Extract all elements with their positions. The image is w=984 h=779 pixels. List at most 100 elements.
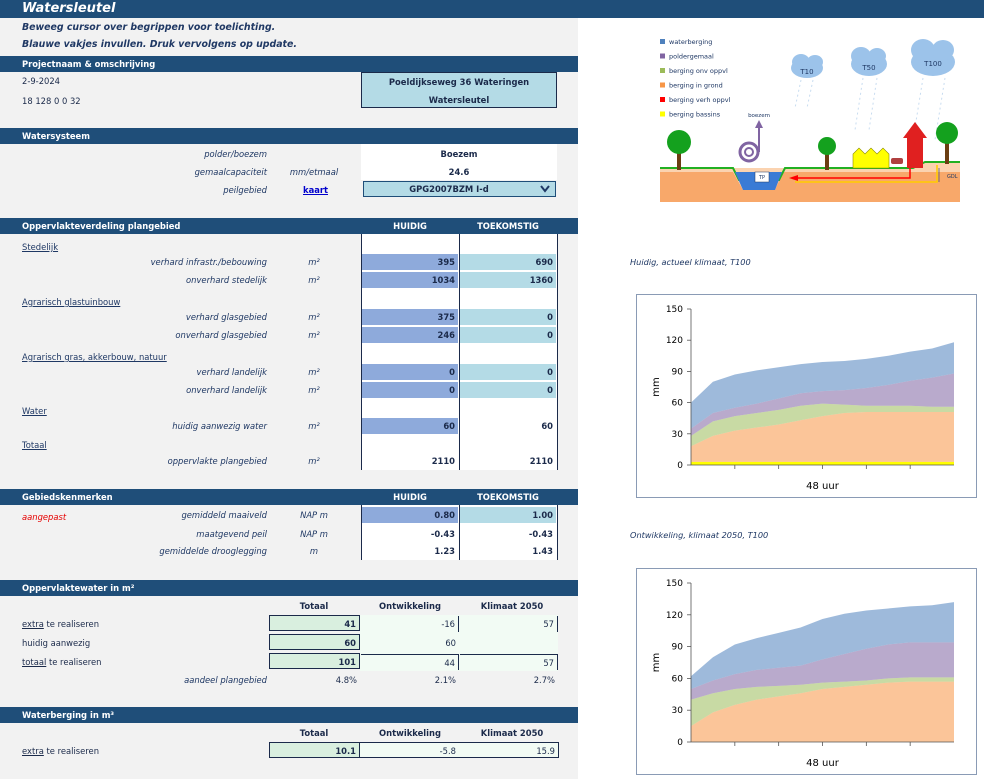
x-axis-label: 48 uur bbox=[806, 758, 840, 769]
gebied-row-unit: NAP m bbox=[300, 529, 328, 539]
legend-swatch bbox=[660, 82, 665, 88]
wb-col-ontw: Ontwikkeling bbox=[379, 728, 441, 738]
peilgebied-value: GPG2007BZM I-d bbox=[409, 184, 489, 194]
legend-label: berging in grond bbox=[669, 82, 723, 90]
legend-swatch bbox=[660, 111, 665, 117]
chart1-area-chart: 0 30 60 90 120 150 48 uur mm bbox=[651, 305, 954, 492]
y-tick-label: 120 bbox=[666, 336, 683, 346]
boezem-label: boezem bbox=[748, 113, 770, 119]
ow-aandeel-label: aandeel plangebied bbox=[184, 675, 267, 685]
opp-col-huidig: HUIDIG bbox=[393, 221, 427, 231]
peilgebied-select[interactable]: GPG2007BZM I-d bbox=[363, 181, 556, 197]
wb-col-totaal: Totaal bbox=[299, 728, 329, 738]
project-date: 2-9-2024 bbox=[22, 76, 61, 86]
project-name-box[interactable]: Poeldijkseweg 36 Wateringen Watersleutel bbox=[361, 72, 557, 108]
gebied-row-toekomstig[interactable]: 1.00 bbox=[460, 507, 556, 523]
y-axis-label: mm bbox=[651, 377, 662, 396]
legend-label: berging bassins bbox=[669, 111, 721, 119]
y-tick-label: 90 bbox=[672, 643, 684, 653]
gebied-row-huidig[interactable]: 0.80 bbox=[362, 507, 458, 523]
opp-row-huidig[interactable]: 0 bbox=[362, 382, 458, 398]
cat-glastuinbouw[interactable]: Agrarisch glastuinbouw bbox=[22, 297, 121, 307]
opp-row-huidig[interactable]: 1034 bbox=[362, 272, 458, 288]
area-series bbox=[691, 677, 954, 727]
opp-row-huidig[interactable]: 60 bbox=[362, 418, 458, 434]
diagram-legend: waterberging poldergemaal berging onv oppv… bbox=[660, 38, 731, 119]
opp-row-huidig[interactable]: 375 bbox=[362, 309, 458, 325]
ow-col-ontw: Ontwikkeling bbox=[379, 601, 441, 611]
ow-extra-klim: 57 bbox=[460, 616, 558, 632]
ow-totaal-ontw: 44 bbox=[361, 654, 459, 670]
cat-stedelijk[interactable]: Stedelijk bbox=[22, 242, 59, 252]
area-series bbox=[691, 461, 954, 465]
opp-row-toekomstig[interactable]: 0 bbox=[460, 309, 556, 325]
opp-row-unit: m² bbox=[308, 456, 320, 466]
opp-row-unit: m² bbox=[308, 330, 320, 340]
opp-row-unit: m² bbox=[308, 421, 320, 431]
wb-col-klim: Klimaat 2050 bbox=[480, 728, 544, 738]
cat-agrarisch[interactable]: Agrarisch gras, akkerbouw, natuur bbox=[22, 352, 167, 362]
gebied-row-label: gemiddeld maaiveld bbox=[181, 510, 267, 520]
cat-totaal[interactable]: Totaal bbox=[22, 440, 47, 450]
project-header: Projectnaam & omschrijving bbox=[0, 56, 578, 72]
ow-col-totaal: Totaal bbox=[299, 601, 329, 611]
gebied-row-label: maatgevend peil bbox=[196, 529, 267, 539]
opp-row-toekomstig[interactable]: 0 bbox=[460, 364, 556, 380]
wb-extra-ontw: -5.8 bbox=[360, 742, 460, 758]
wb-extra-label: extra te realiseren bbox=[22, 746, 100, 756]
ow-totaal-link[interactable]: totaal bbox=[22, 657, 47, 667]
kaart-link[interactable]: kaart bbox=[303, 185, 329, 195]
opp-row-huidig[interactable]: 0 bbox=[362, 364, 458, 380]
gebied-row-toekomstig: -0.43 bbox=[460, 526, 556, 542]
area-series bbox=[691, 411, 954, 462]
area-series bbox=[691, 403, 954, 447]
y-tick-label: 0 bbox=[677, 738, 683, 748]
legend-swatch bbox=[660, 53, 665, 59]
y-tick-label: 30 bbox=[672, 430, 684, 440]
legend-label: berging onv oppvl bbox=[669, 67, 728, 75]
opp-row-toekomstig[interactable]: 0 bbox=[460, 382, 556, 398]
x-axis-label: 48 uur bbox=[806, 481, 840, 492]
ow-aandeel-ontw: 2.1% bbox=[434, 675, 456, 685]
opp-row-label: verhard infrastr./bebouwing bbox=[150, 257, 267, 267]
y-tick-label: 0 bbox=[677, 461, 683, 471]
project-code: 18 128 0 0 32 bbox=[22, 96, 81, 106]
opp-row-toekomstig[interactable]: 690 bbox=[460, 254, 556, 270]
opp-row-unit: m² bbox=[308, 275, 320, 285]
wb-extra-link[interactable]: extra bbox=[22, 746, 44, 756]
legend-label: poldergemaal bbox=[669, 53, 714, 61]
water-system-diagram: waterberging poldergemaal berging onv oppv… bbox=[660, 38, 960, 202]
opp-row-unit: m² bbox=[308, 257, 320, 267]
area-series bbox=[691, 642, 954, 700]
opp-row-label: huidig aanwezig water bbox=[172, 421, 267, 431]
opp-row-huidig[interactable]: 395 bbox=[362, 254, 458, 270]
cloud-label-t10: T10 bbox=[799, 68, 813, 76]
ow-aandeel-totaal: 4.8% bbox=[335, 675, 357, 685]
cat-water[interactable]: Water bbox=[22, 406, 47, 416]
y-tick-label: 60 bbox=[672, 674, 684, 684]
chart1-title: Huidig, actueel klimaat, T100 bbox=[630, 257, 751, 267]
legend-label: berging verh oppvl bbox=[669, 96, 731, 104]
peil-label: peilgebied bbox=[223, 185, 267, 195]
chart2-area-chart: 0 30 60 90 120 150 48 uur mm bbox=[651, 579, 954, 769]
project-name: Poeldijkseweg 36 Wateringen bbox=[388, 77, 530, 87]
wb-extra-totaal: 10.1 bbox=[269, 742, 360, 758]
area-series bbox=[691, 373, 954, 436]
watersysteem-values bbox=[361, 144, 557, 180]
opp-row-huidig[interactable]: 246 bbox=[362, 327, 458, 343]
opp-row-label: onverhard landelijk bbox=[186, 385, 267, 395]
project-subtitle: Watersleutel bbox=[428, 95, 490, 105]
oppwater-header: Oppervlaktewater in m² bbox=[0, 580, 578, 596]
gebied-row-toekomstig: 1.43 bbox=[460, 543, 556, 559]
polder-value: Boezem bbox=[440, 149, 478, 159]
instruction-2: Blauwe vakjes invullen. Druk vervolgens … bbox=[22, 39, 297, 50]
legend-swatch bbox=[660, 97, 665, 102]
legend-label: waterberging bbox=[669, 38, 712, 46]
ow-aandeel-klim: 2.7% bbox=[533, 675, 555, 685]
ow-extra-link[interactable]: extra bbox=[22, 619, 44, 629]
y-axis-label: mm bbox=[651, 653, 662, 672]
opp-row-toekomstig[interactable]: 1360 bbox=[460, 272, 556, 288]
opp-header: Oppervlakteverdeling plangebied HUIDIG T… bbox=[0, 218, 578, 234]
ow-huidig-ontw: 60 bbox=[445, 638, 456, 648]
opp-row-toekomstig[interactable]: 0 bbox=[460, 327, 556, 343]
